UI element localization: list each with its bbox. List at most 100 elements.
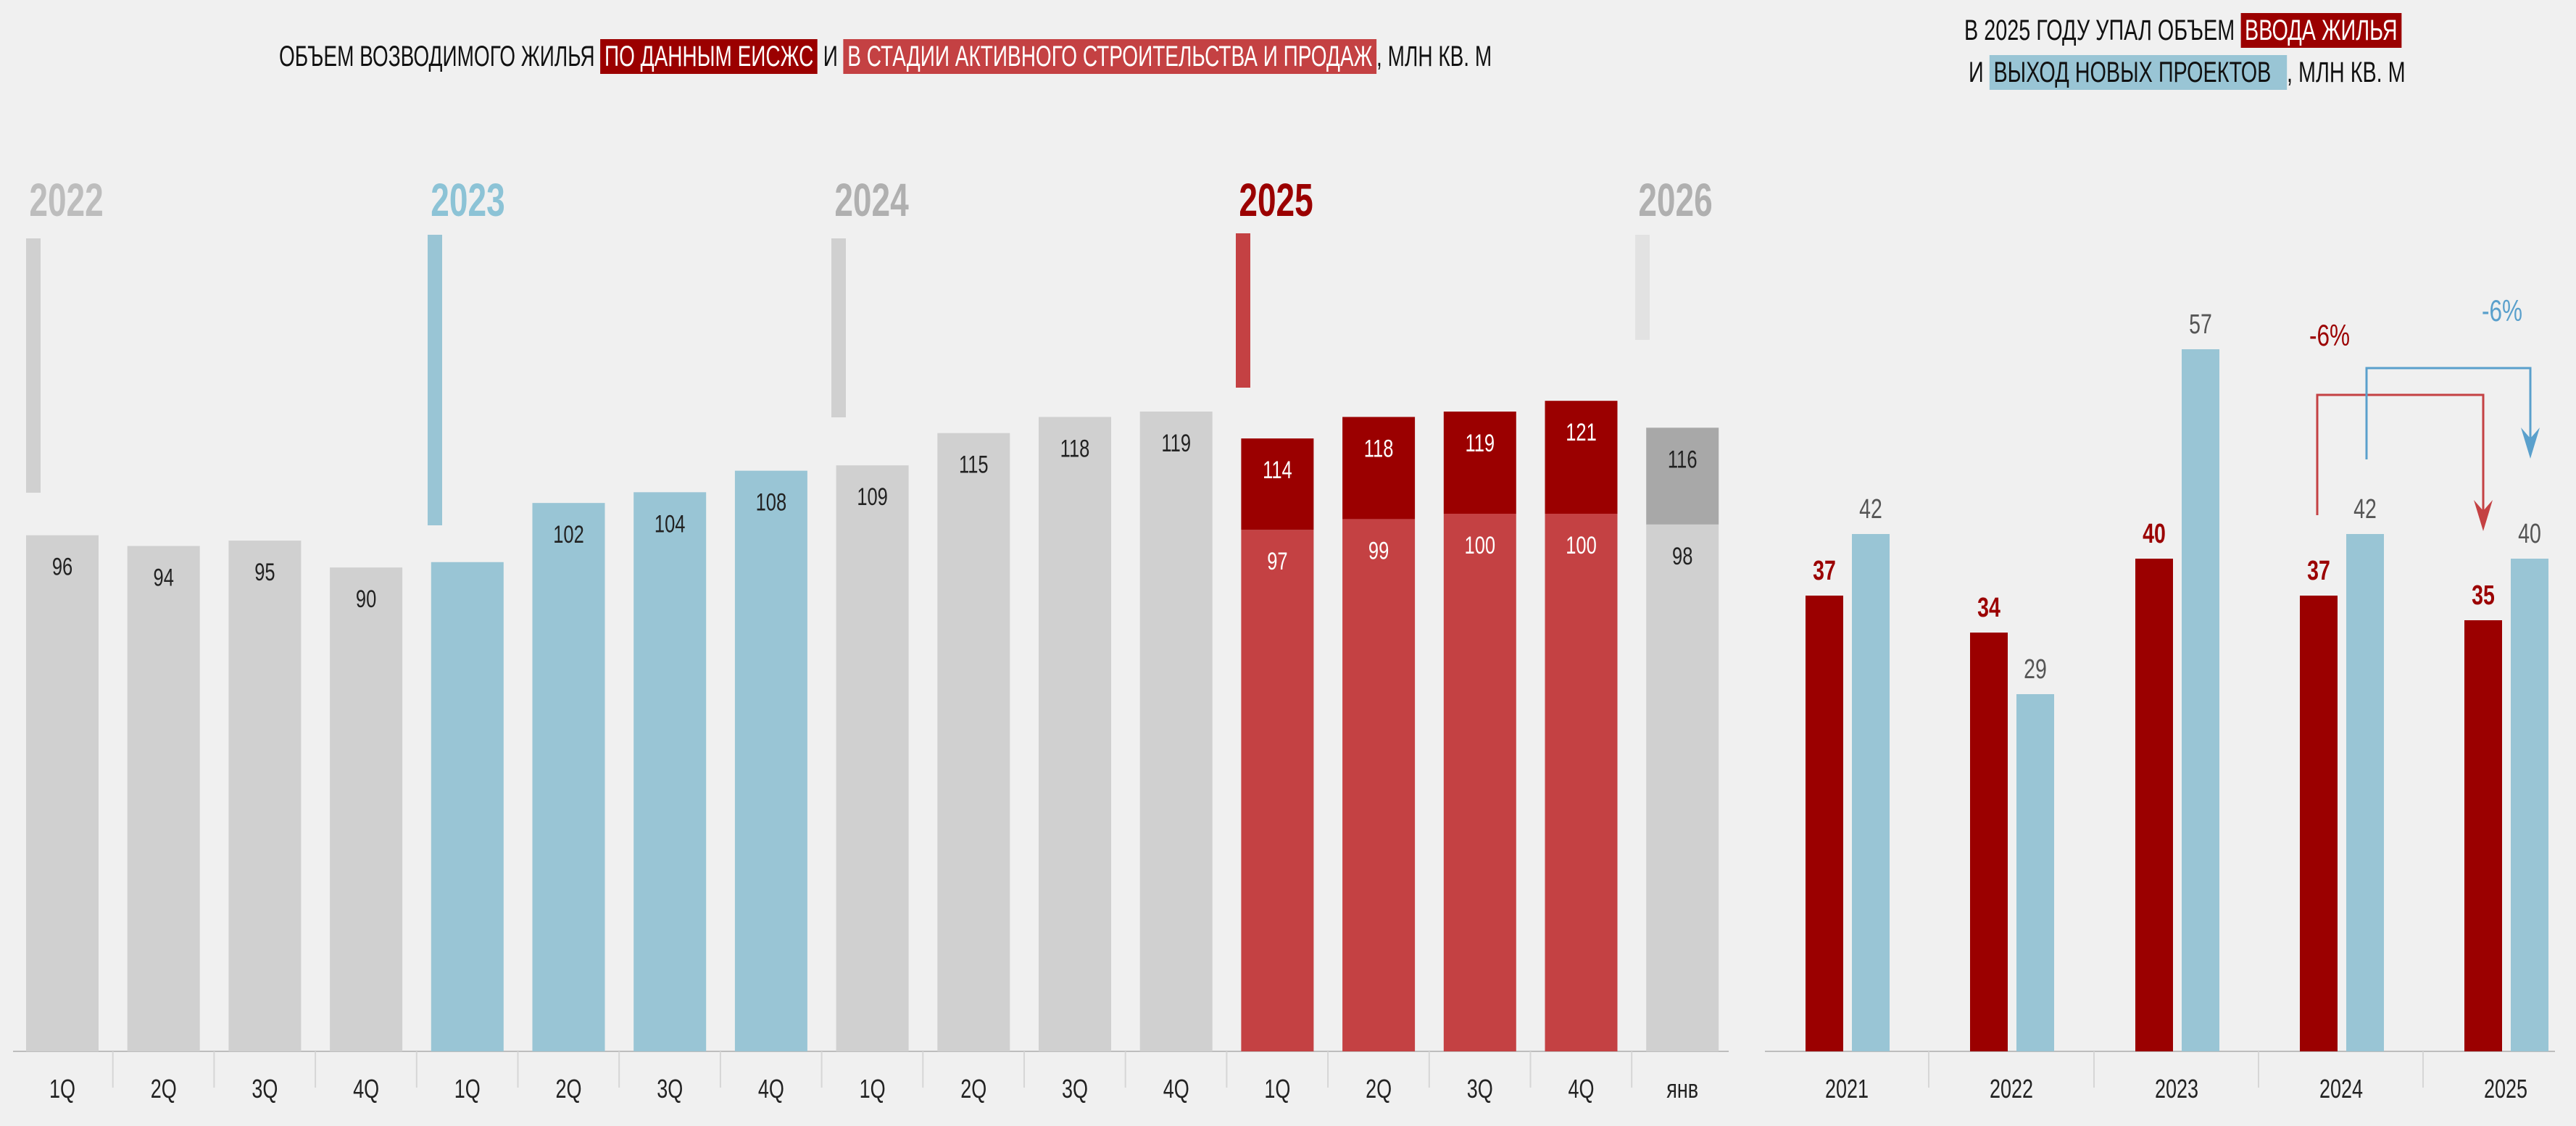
x-tick-label: 1Q xyxy=(860,1074,886,1104)
x-tick-label: 2Q xyxy=(556,1074,582,1104)
bar-base xyxy=(633,492,707,1051)
bar-base-label: 115 xyxy=(959,451,989,478)
bar-base xyxy=(1545,514,1618,1051)
x-tick-label: 2Q xyxy=(151,1074,177,1104)
bar-base xyxy=(1241,530,1314,1051)
x-tick-label: 3Q xyxy=(252,1074,278,1104)
bar-completion xyxy=(2135,559,2173,1051)
bar-base xyxy=(330,567,403,1051)
bar-completion-label: 40 xyxy=(2143,519,2166,549)
bar-base-label: 100 xyxy=(1465,533,1496,559)
bar-completion-label: 34 xyxy=(1977,593,2000,623)
year-marker-2026 xyxy=(1635,235,1650,340)
bar-new-projects-label: 42 xyxy=(2353,494,2377,525)
right-chart-title-line2: И ВЫХОД НОВЫХ ПРОЕКТОВ, МЛН КВ. М xyxy=(1969,55,2406,90)
bar-completion xyxy=(2300,596,2338,1051)
red-change-arrow xyxy=(2316,393,2485,518)
bar-base-label: 108 xyxy=(756,489,787,516)
bar-new-projects xyxy=(2016,694,2054,1051)
bar-base-label: 99 xyxy=(1368,538,1389,564)
title-middle: И xyxy=(823,41,838,72)
bar-base-label: 96 xyxy=(52,554,72,580)
bar-base-label: 118 xyxy=(1060,435,1090,462)
year-label-2022: 2022 xyxy=(29,175,103,226)
completion-change-label: -6% xyxy=(2309,318,2350,353)
bar-top-segment xyxy=(1443,412,1516,514)
year-label-2026: 2026 xyxy=(1638,175,1712,226)
bar-completion-label: 35 xyxy=(2472,580,2495,611)
x-tick-label: 3Q xyxy=(657,1074,683,1104)
year-marker-2024 xyxy=(831,238,846,417)
bar-base xyxy=(26,535,99,1051)
bar-base-label: 95 xyxy=(254,559,275,586)
bar-new-projects xyxy=(2511,559,2548,1051)
x-tick-label-right: 2025 xyxy=(2484,1074,2527,1104)
bar-base-label: 90 xyxy=(356,586,376,613)
bar-base xyxy=(1039,417,1111,1051)
title-highlight-eisgs: ПО ДАННЫМ ЕИСЖС xyxy=(600,39,818,74)
new-projects-change-label: -6% xyxy=(2482,293,2522,328)
bar-new-projects-label: 40 xyxy=(2518,519,2541,549)
bar-base-label: 97 xyxy=(1267,549,1287,575)
blue-change-arrow xyxy=(2365,367,2532,459)
x-tick-label: 2Q xyxy=(1366,1074,1392,1104)
bar-completion xyxy=(1806,596,1843,1051)
year-marker-2023 xyxy=(428,235,442,525)
bar-base-label: 119 xyxy=(1161,430,1191,457)
bar-total-label: 118 xyxy=(1364,435,1394,462)
x-tick-label: 4Q xyxy=(1569,1074,1595,1104)
bar-top-segment xyxy=(1646,428,1719,525)
x-tick-label-right: 2022 xyxy=(1990,1074,2033,1104)
x-tick-label-right: 2024 xyxy=(2319,1074,2363,1104)
title-highlight-new-projects: ВЫХОД НОВЫХ ПРОЕКТОВ xyxy=(1989,55,2287,90)
title-prefix: ОБЪЕМ ВОЗВОДИМОГО ЖИЛЬЯ xyxy=(279,41,595,72)
x-tick-label: 1Q xyxy=(454,1074,481,1104)
bar-base-label: 104 xyxy=(655,511,686,538)
x-tick-label: 3Q xyxy=(1467,1074,1493,1104)
bar-base xyxy=(431,562,504,1051)
bar-top-segment xyxy=(1545,401,1618,514)
bar-base xyxy=(937,433,1010,1051)
bar-total-label: 116 xyxy=(1668,446,1698,473)
bar-completion-label: 37 xyxy=(1813,556,1836,586)
bar-base xyxy=(1139,412,1213,1051)
x-tick-label-right: 2021 xyxy=(1825,1074,1869,1104)
bar-total-label: 121 xyxy=(1566,420,1597,446)
bar-new-projects xyxy=(2182,349,2219,1051)
bar-new-projects-label: 42 xyxy=(1859,494,1882,525)
year-label-2025: 2025 xyxy=(1239,175,1313,226)
left-chart-title: ОБЪЕМ ВОЗВОДИМОГО ЖИЛЬЯ ПО ДАННЫМ ЕИСЖС … xyxy=(279,39,1492,74)
bar-base xyxy=(1443,514,1516,1051)
title-line2-suffix: , МЛН КВ. М xyxy=(2286,57,2406,88)
bar-base xyxy=(532,503,605,1051)
bar-base xyxy=(1646,524,1719,1051)
year-marker-2022 xyxy=(26,238,41,493)
title-line1-prefix: В 2025 ГОДУ УПАЛ ОБЪЕМ xyxy=(1964,14,2235,46)
right-chart-title-line1: В 2025 ГОДУ УПАЛ ОБЪЕМ ВВОДА ЖИЛЬЯ xyxy=(1964,13,2402,48)
bar-new-projects xyxy=(1852,534,1890,1051)
title-highlight-completion: ВВОДА ЖИЛЬЯ xyxy=(2240,13,2402,48)
bar-new-projects-label: 57 xyxy=(2189,309,2212,340)
x-tick-label: 4Q xyxy=(758,1074,784,1104)
bar-base xyxy=(836,465,909,1051)
red-arrowhead-icon xyxy=(2474,500,2493,531)
bar-total-label: 114 xyxy=(1263,457,1292,484)
x-tick-label-right: 2023 xyxy=(2155,1074,2198,1104)
bar-completion-label: 37 xyxy=(2307,556,2330,586)
year-label-2024: 2024 xyxy=(834,175,908,226)
x-tick-label: 1Q xyxy=(49,1074,75,1104)
bar-new-projects-label: 29 xyxy=(2024,654,2047,685)
bar-base-label: 109 xyxy=(857,484,888,511)
bar-base xyxy=(127,546,200,1051)
title-suffix: , МЛН КВ. М xyxy=(1376,41,1492,72)
bar-base xyxy=(734,470,807,1051)
x-tick-label: 4Q xyxy=(353,1074,379,1104)
bar-base-label: 100 xyxy=(1566,533,1597,559)
x-tick-label: 3Q xyxy=(1062,1074,1088,1104)
year-marker-2025 xyxy=(1236,233,1250,388)
bar-completion xyxy=(2464,620,2502,1051)
x-tick-label: янв xyxy=(1666,1074,1698,1104)
bar-base-label: 102 xyxy=(553,522,584,549)
bar-base-label: 94 xyxy=(154,564,174,591)
